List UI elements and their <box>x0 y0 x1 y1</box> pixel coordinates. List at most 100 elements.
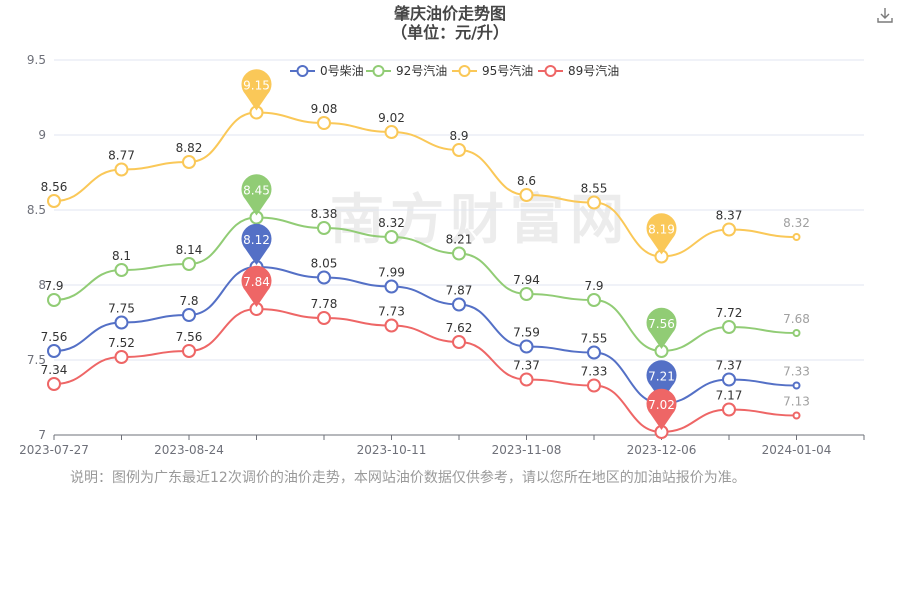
data-label: 7.52 <box>108 336 135 350</box>
chart-title-line2: （单位：元/升） <box>391 23 509 42</box>
data-point <box>587 378 601 393</box>
data-label: 8.1 <box>112 249 131 263</box>
data-label: 9.02 <box>378 111 405 125</box>
data-point <box>114 350 129 364</box>
data-point <box>587 195 601 210</box>
data-point <box>47 377 61 391</box>
watermark: 南方财富网 <box>330 188 630 251</box>
data-label: 9.08 <box>311 102 338 116</box>
legend-label: 95号汽油 <box>482 63 533 78</box>
mark-point-pin: 7.21 <box>646 360 677 402</box>
legend-symbol <box>544 65 557 77</box>
data-point <box>792 329 801 337</box>
pin-shape <box>241 265 272 307</box>
data-label: 7.33 <box>581 365 608 379</box>
data-point <box>317 270 331 285</box>
pin-label: 8.19 <box>648 223 675 237</box>
data-point <box>317 221 331 235</box>
data-label: 7.17 <box>716 389 743 403</box>
data-point <box>792 233 801 241</box>
data-label: 8.14 <box>176 243 203 257</box>
data-label: 8.9 <box>449 129 468 143</box>
mark-point-pin: 7.84 <box>241 265 272 307</box>
y-tick-label: 8 <box>38 278 46 292</box>
x-tick-label: 2023-07-27 <box>19 443 89 457</box>
data-point <box>519 287 534 301</box>
x-tick-label: 2024-01-04 <box>762 443 832 457</box>
data-label: 8.32 <box>783 216 810 230</box>
data-point <box>317 116 331 130</box>
data-point <box>792 381 801 390</box>
data-point <box>587 345 601 360</box>
data-label: 7.87 <box>446 284 473 298</box>
data-label: 7.13 <box>783 395 810 409</box>
legend-item-2: 95号汽油 <box>452 63 533 78</box>
data-label: 7.34 <box>41 363 68 377</box>
series-3: 7.34 7.52 7.56 7.78 7.73 7.62 7.37 7.33 7.17 7.13 <box>41 297 810 439</box>
data-point <box>722 222 736 237</box>
data-point <box>47 293 61 307</box>
pin-shape <box>646 388 677 430</box>
mark-point-pin: 7.56 <box>646 307 677 349</box>
data-label: 8.38 <box>311 207 338 221</box>
data-point <box>384 125 399 139</box>
pin-shape <box>646 360 677 402</box>
data-label: 7.9 <box>584 279 603 293</box>
data-label: 8.05 <box>311 257 338 271</box>
data-label: 7.59 <box>513 326 540 340</box>
data-point <box>182 257 196 271</box>
legend-item-0: 0号柴油 <box>290 64 364 78</box>
y-tick-label: 7 <box>38 428 46 442</box>
data-point <box>317 311 331 325</box>
legend-label: 92号汽油 <box>396 63 447 78</box>
pin-shape <box>646 213 677 255</box>
data-label: 8.21 <box>446 233 473 247</box>
data-label: 7.78 <box>311 297 338 311</box>
data-label: 8.37 <box>716 209 743 223</box>
chart-title-line1: 肇庆油价走势图 <box>393 4 506 23</box>
mark-point-pin: 8.12 <box>241 223 272 265</box>
pin-label: 8.45 <box>243 184 270 198</box>
x-tick-label: 2023-10-11 <box>357 443 427 457</box>
data-label: 7.33 <box>783 365 810 379</box>
data-point <box>519 372 534 387</box>
mark-point-pin: 9.15 <box>241 69 272 111</box>
data-label: 7.9 <box>44 279 63 293</box>
y-tick-label: 9 <box>38 128 46 142</box>
legend: 0号柴油 92号汽油 95号汽油 89号汽油 <box>290 63 619 78</box>
data-point <box>722 402 736 417</box>
mark-point-pin: 8.45 <box>241 174 272 216</box>
data-point <box>47 344 61 358</box>
pin-label: 8.12 <box>243 233 270 247</box>
pin-shape <box>646 307 677 349</box>
data-point <box>722 372 736 387</box>
data-label: 7.56 <box>176 330 203 344</box>
y-tick-label: 8.5 <box>27 203 46 217</box>
chart-title: 肇庆油价走势图 （单位：元/升） <box>0 4 900 42</box>
series-line <box>53 265 797 405</box>
pin-label: 7.21 <box>648 370 675 384</box>
legend-item-1: 92号汽油 <box>366 63 447 78</box>
data-point <box>384 318 399 333</box>
pin-shape <box>241 223 272 265</box>
data-label: 7.8 <box>179 294 198 308</box>
mark-point-pin: 7.02 <box>646 388 677 430</box>
x-tick-label: 2023-11-08 <box>492 443 562 457</box>
data-label: 8.56 <box>41 180 68 194</box>
y-tick-label: 7.5 <box>27 353 46 367</box>
series-line <box>53 307 797 434</box>
data-point <box>452 246 466 261</box>
data-point <box>114 315 129 330</box>
data-point <box>452 143 466 157</box>
legend-label: 0号柴油 <box>320 64 364 78</box>
footnote: 说明：图例为广东最近12次调价的油价走势，本网站油价数据仅供参考，请以您所在地区… <box>70 470 746 486</box>
mark-point-pin: 8.19 <box>646 213 677 255</box>
data-label: 7.72 <box>716 306 743 320</box>
data-point <box>47 194 61 208</box>
data-label: 7.37 <box>716 359 743 373</box>
series-line <box>53 216 797 353</box>
download-icon[interactable] <box>876 6 894 24</box>
legend-symbol <box>372 65 385 77</box>
data-point <box>114 162 129 177</box>
x-tick-label: 2023-12-06 <box>627 443 697 457</box>
